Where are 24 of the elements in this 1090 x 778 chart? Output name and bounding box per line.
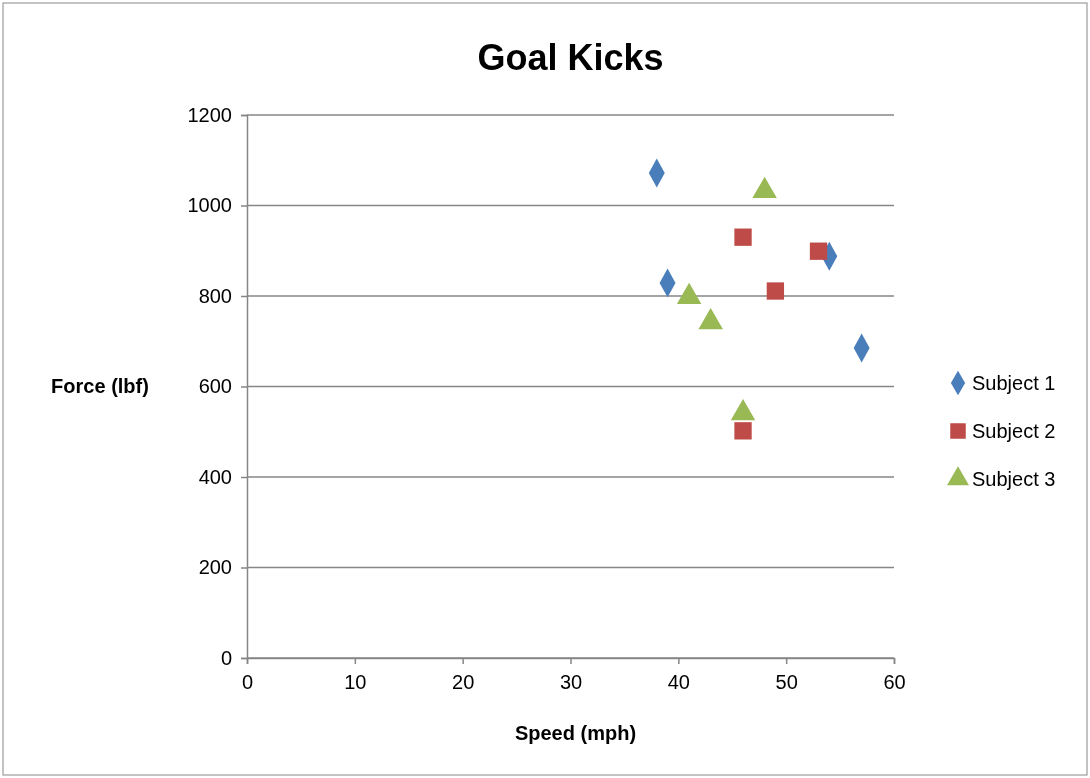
x-tick-label: 40 bbox=[667, 671, 690, 693]
x-tick-label: 10 bbox=[344, 671, 367, 693]
x-tick-label: 20 bbox=[452, 671, 475, 693]
x-tick-label: 0 bbox=[241, 671, 254, 693]
chart-title: Goal Kicks bbox=[477, 37, 664, 78]
point bbox=[734, 228, 752, 246]
legend-label: Subject 2 bbox=[972, 420, 1056, 442]
y-tick-label: 1200 bbox=[187, 103, 232, 126]
x-tick-label: 30 bbox=[559, 671, 583, 693]
y-tick-label: 600 bbox=[198, 375, 232, 398]
y-axis-title: Force (lbf) bbox=[51, 375, 149, 397]
y-tick-label: 800 bbox=[198, 284, 232, 307]
x-tick-label: 50 bbox=[775, 671, 798, 693]
legend-label: Subject 1 bbox=[972, 372, 1056, 394]
point bbox=[809, 242, 828, 260]
point bbox=[766, 282, 785, 300]
y-tick-label: 400 bbox=[198, 465, 232, 488]
legend-label: Subject 3 bbox=[972, 468, 1056, 490]
x-tick-label: 60 bbox=[883, 671, 906, 693]
y-tick-label: 200 bbox=[198, 556, 232, 579]
point bbox=[734, 422, 752, 440]
x-axis-title: Speed (mph) bbox=[514, 722, 637, 744]
y-tick-label: 0 bbox=[220, 646, 232, 669]
y-tick-label: 1000 bbox=[187, 194, 232, 217]
